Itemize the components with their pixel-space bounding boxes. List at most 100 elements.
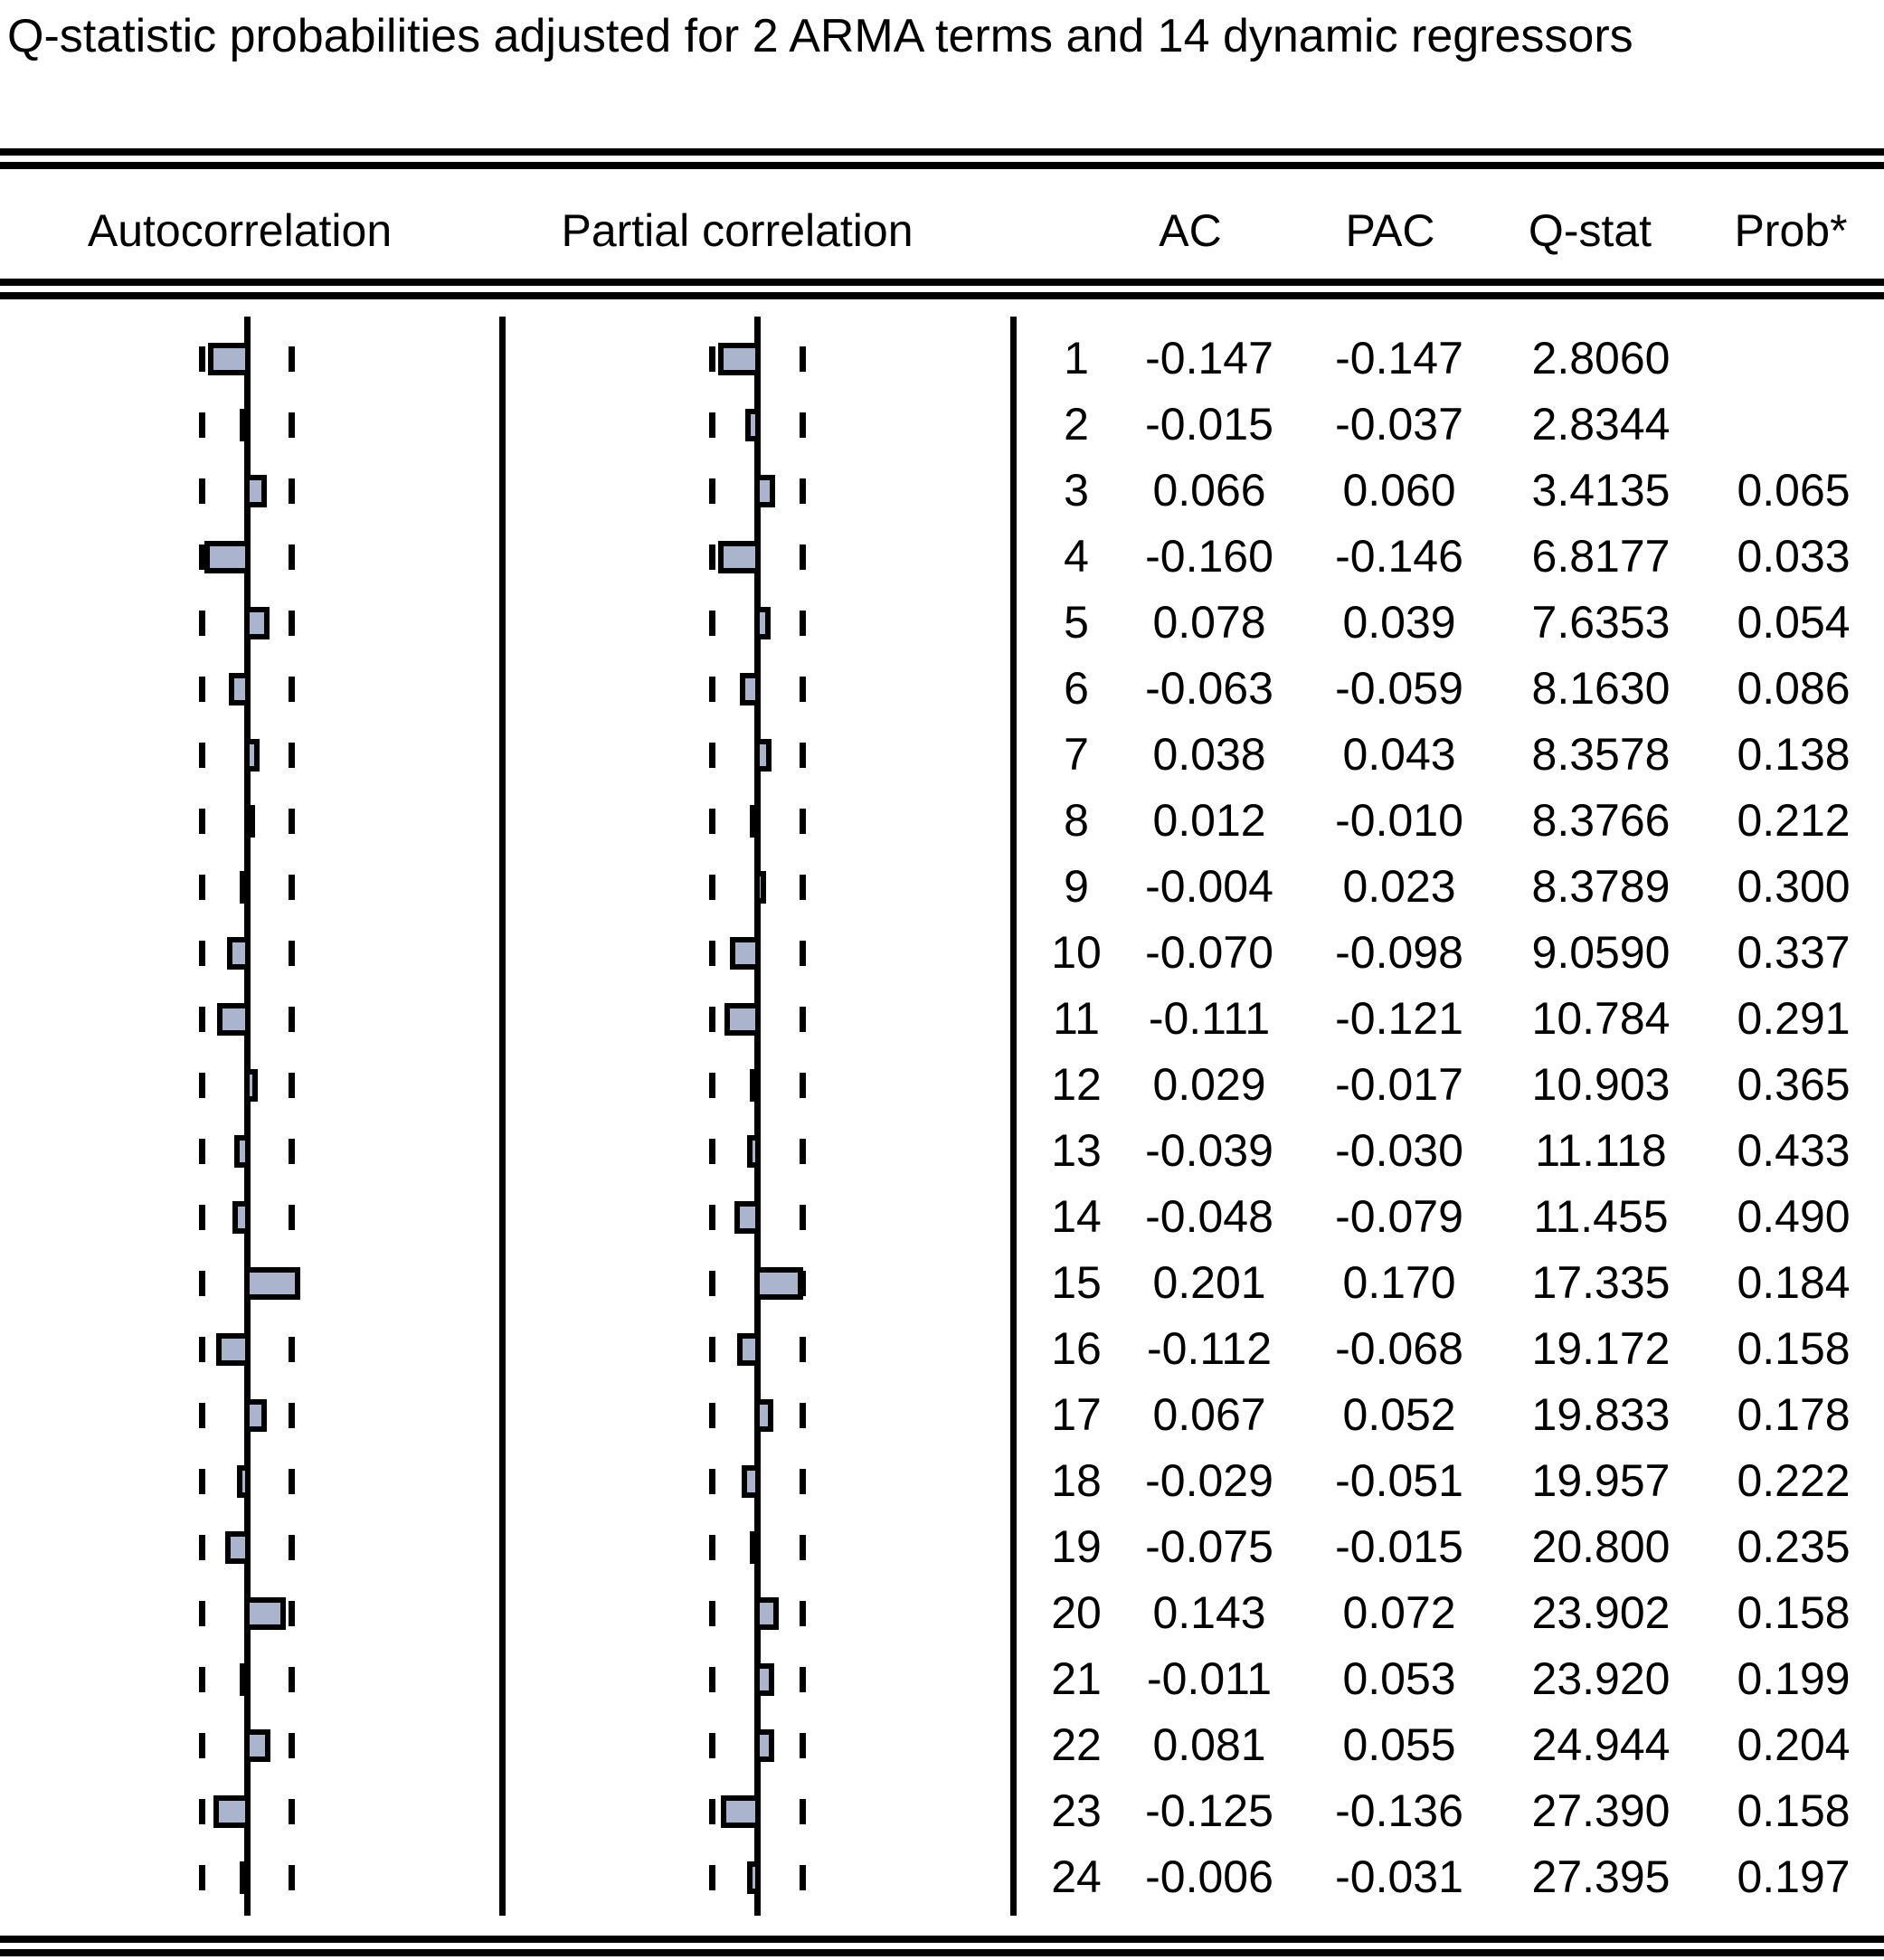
correlogram-row: 5 0.078 0.039 7.6353 0.054 <box>0 590 1884 656</box>
confidence-band-dash <box>800 1864 806 1890</box>
pac-value: -0.059 <box>1335 663 1463 714</box>
confidence-band-dash <box>800 1600 806 1626</box>
confidence-band-dash <box>709 1732 715 1758</box>
confidence-band-dash <box>709 1468 715 1494</box>
confidence-band-dash <box>199 1072 205 1098</box>
prob-value: 0.490 <box>1737 1191 1851 1242</box>
confidence-band-dash <box>709 1072 715 1098</box>
confidence-band-dash <box>199 478 205 504</box>
confidence-band-dash <box>800 1402 806 1428</box>
prob-value <box>1704 392 1883 458</box>
correlogram-row: 3 0.066 0.060 3.4135 0.065 <box>0 458 1884 524</box>
ac-value: -0.015 <box>1145 399 1273 450</box>
prob-value: 0.138 <box>1737 729 1851 780</box>
confidence-band-dash <box>289 676 295 702</box>
correlogram-row: 2 -0.015 -0.037 2.8344 <box>0 392 1884 458</box>
confidence-band-dash <box>289 1336 295 1362</box>
confidence-band-dash <box>709 1534 715 1560</box>
pac-value: -0.010 <box>1335 795 1463 846</box>
confidence-band-dash <box>289 1006 295 1032</box>
prob-value: 0.204 <box>1737 1719 1851 1770</box>
ac-bar <box>229 672 251 705</box>
confidence-band-dash <box>800 1336 806 1362</box>
pac-value: 0.053 <box>1342 1653 1456 1704</box>
ac-value: 0.029 <box>1152 1059 1266 1110</box>
confidence-band-dash <box>289 1402 295 1428</box>
ac-zero-line <box>244 317 251 1916</box>
ac-value: 0.081 <box>1152 1719 1266 1770</box>
lag-cell: 16 <box>1051 1323 1102 1374</box>
confidence-band-dash <box>800 412 806 438</box>
pac-value: 0.055 <box>1342 1719 1456 1770</box>
confidence-band-dash <box>709 544 715 570</box>
ac-value: -0.006 <box>1145 1851 1273 1902</box>
ac-value: -0.029 <box>1145 1455 1273 1506</box>
pac-value: 0.039 <box>1342 597 1456 648</box>
confidence-band-dash <box>289 1468 295 1494</box>
pac-value: 0.060 <box>1342 465 1456 516</box>
confidence-band-dash <box>800 1138 806 1164</box>
correlogram-row: 23 -0.125 -0.136 27.390 0.158 <box>0 1778 1884 1844</box>
lag-cell: 5 <box>1064 597 1089 648</box>
ac-value: -0.111 <box>1148 993 1271 1044</box>
confidence-band-dash <box>709 412 715 438</box>
prob-value: 0.054 <box>1737 597 1851 648</box>
pac-bar <box>745 408 761 441</box>
prob-value: 0.199 <box>1737 1653 1851 1704</box>
confidence-band-dash <box>709 808 715 834</box>
correlogram-row: 16 -0.112 -0.068 19.172 0.158 <box>0 1316 1884 1382</box>
pac-bar <box>740 672 761 705</box>
prob-value: 0.300 <box>1737 861 1851 912</box>
prob-value: 0.158 <box>1737 1323 1851 1374</box>
qstat-value: 3.4135 <box>1531 465 1671 516</box>
pac-value: 0.023 <box>1342 861 1456 912</box>
lag-cell: 7 <box>1064 729 1089 780</box>
header-autocorrelation: Autocorrelation <box>87 205 393 256</box>
confidence-band-dash <box>800 610 806 636</box>
confidence-band-dash <box>199 1864 205 1890</box>
confidence-band-dash <box>289 1732 295 1758</box>
prob-value: 0.178 <box>1737 1389 1851 1440</box>
confidence-band-dash <box>800 1072 806 1098</box>
confidence-band-dash <box>800 1204 806 1230</box>
confidence-band-dash <box>199 940 205 966</box>
prob-value: 0.184 <box>1737 1257 1851 1308</box>
correlogram-row: 8 0.012 -0.010 8.3766 0.212 <box>0 788 1884 854</box>
qstat-value: 8.3578 <box>1531 729 1671 780</box>
correlogram-row: 15 0.201 0.170 17.335 0.184 <box>0 1250 1884 1316</box>
qstat-value: 11.455 <box>1533 1191 1669 1242</box>
prob-value: 0.433 <box>1737 1125 1851 1176</box>
correlogram-row: 14 -0.048 -0.079 11.455 0.490 <box>0 1184 1884 1250</box>
confidence-band-dash <box>709 1336 715 1362</box>
correlogram-row: 11 -0.111 -0.121 10.784 0.291 <box>0 986 1884 1052</box>
pac-bar <box>747 1134 761 1168</box>
confidence-band-dash <box>289 1798 295 1824</box>
lag-cell: 19 <box>1051 1521 1102 1572</box>
confidence-band-dash <box>289 1666 295 1692</box>
ac-value: -0.063 <box>1145 663 1273 714</box>
pac-value: -0.015 <box>1335 1521 1463 1572</box>
ac-value: -0.039 <box>1145 1125 1273 1176</box>
correlogram-row: 7 0.038 0.043 8.3578 0.138 <box>0 722 1884 788</box>
pac-bar <box>734 1200 761 1234</box>
confidence-band-dash <box>709 346 715 372</box>
confidence-band-dash <box>199 544 205 570</box>
ac-value: -0.048 <box>1145 1191 1273 1242</box>
confidence-band-dash <box>199 610 205 636</box>
ac-value: -0.011 <box>1146 1653 1273 1704</box>
confidence-band-dash <box>709 1864 715 1890</box>
ac-bar <box>244 738 260 772</box>
qstat-value: 19.833 <box>1531 1389 1671 1440</box>
header-partial-correlation: Partial correlation <box>561 205 914 256</box>
confidence-band-dash <box>199 346 205 372</box>
pac-bar <box>754 738 772 772</box>
confidence-band-dash <box>709 1270 715 1296</box>
pac-value: -0.017 <box>1335 1059 1463 1110</box>
confidence-band-dash <box>709 874 715 900</box>
pac-bar <box>754 1266 803 1300</box>
qstat-value: 2.8060 <box>1531 333 1671 383</box>
confidence-band-dash <box>289 544 295 570</box>
confidence-band-dash <box>289 1534 295 1560</box>
lag-cell: 23 <box>1051 1785 1102 1836</box>
correlogram-row: 4 -0.160 -0.146 6.8177 0.033 <box>0 524 1884 590</box>
